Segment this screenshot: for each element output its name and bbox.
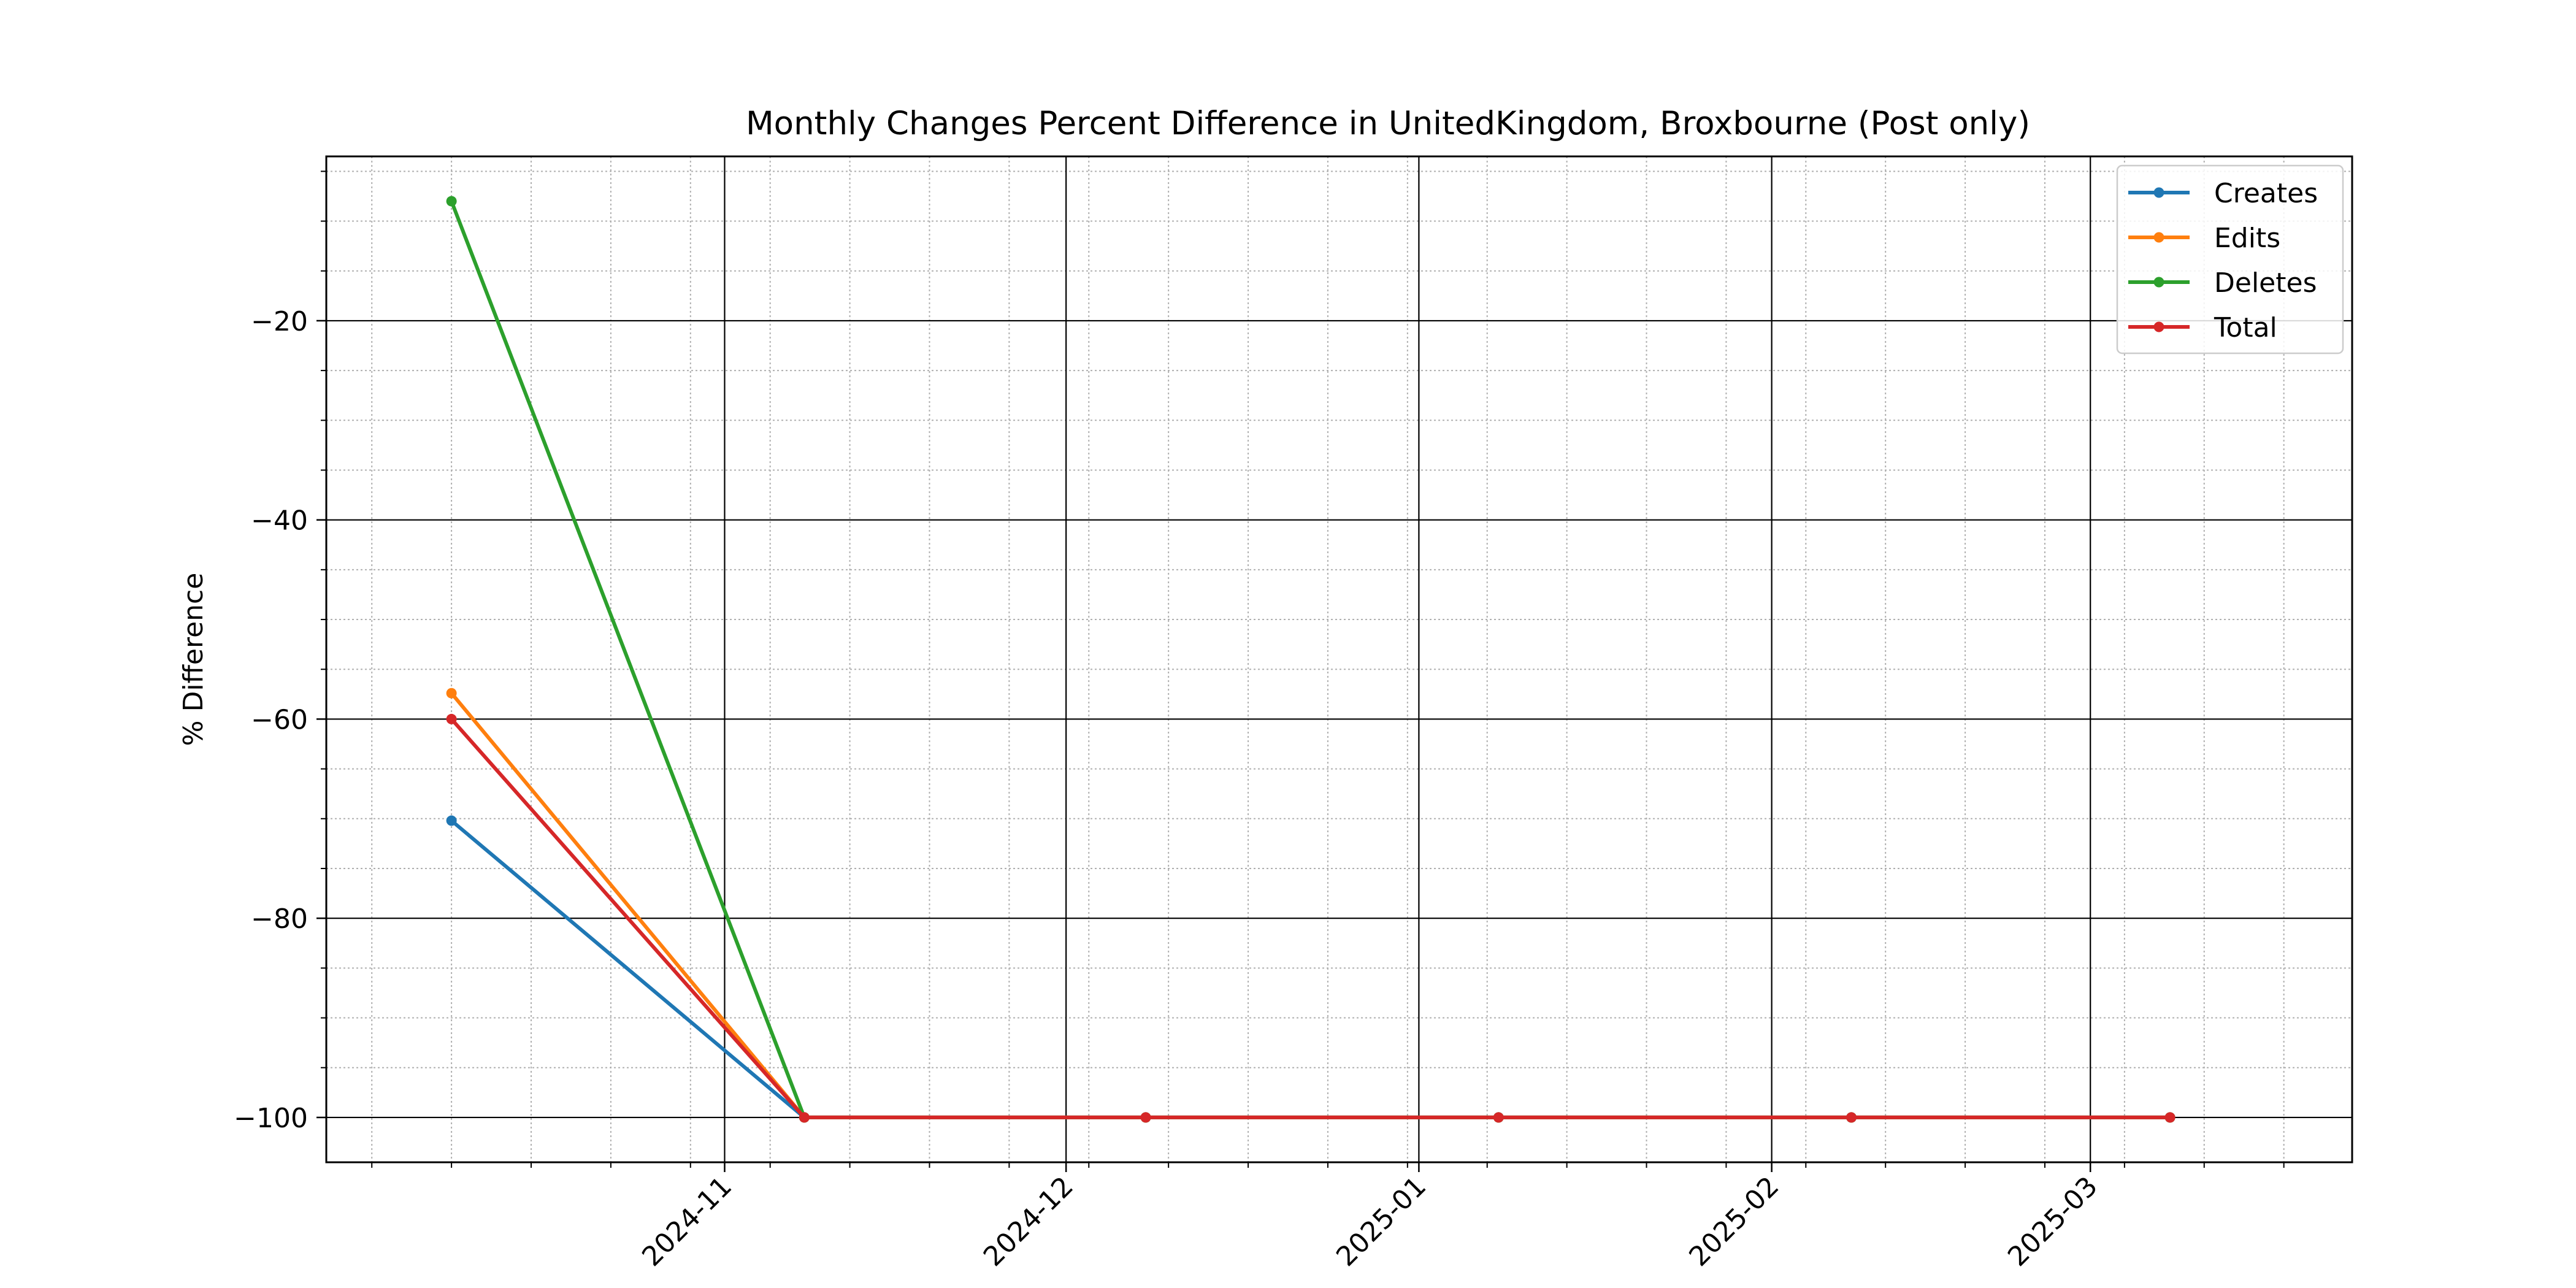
legend: Creates Edits Deletes Total [2116, 164, 2344, 355]
legend-swatch-marker [2153, 232, 2164, 243]
major-gridlines [326, 156, 2352, 1162]
series-line-total [450, 718, 2171, 1119]
data-point-total [2164, 1112, 2175, 1123]
y-axis-label: % Difference [178, 573, 209, 746]
legend-swatch-marker [2153, 277, 2164, 288]
legend-swatch-marker [2153, 187, 2164, 198]
data-point-total [446, 713, 457, 724]
data-point-edits [446, 688, 457, 699]
data-point-total [1846, 1112, 1857, 1123]
legend-box [2116, 164, 2344, 355]
legend-label: Deletes [2214, 267, 2317, 299]
plot-area-frame [325, 155, 2353, 1163]
axis-ticks [316, 171, 2285, 1172]
series-total [446, 713, 2175, 1123]
minor-gridlines [326, 156, 2352, 1162]
y-tick-label: −80 [251, 903, 308, 935]
chart-title: Monthly Changes Percent Difference in Un… [746, 105, 2030, 142]
y-tick-label: −100 [234, 1103, 308, 1134]
y-tick-label: −60 [251, 704, 308, 735]
data-point-creates [446, 815, 457, 826]
legend-label: Creates [2214, 178, 2318, 209]
legend-label: Total [2214, 312, 2277, 343]
data-point-total [1493, 1112, 1504, 1123]
data-point-deletes [446, 196, 457, 207]
y-tick-label: −40 [251, 505, 308, 537]
y-tick-label: −20 [251, 306, 308, 337]
legend-swatch-marker [2153, 321, 2164, 332]
data-point-total [799, 1112, 810, 1123]
series-layer [446, 196, 2175, 1123]
data-point-total [1140, 1112, 1151, 1123]
legend-label: Edits [2214, 223, 2280, 254]
